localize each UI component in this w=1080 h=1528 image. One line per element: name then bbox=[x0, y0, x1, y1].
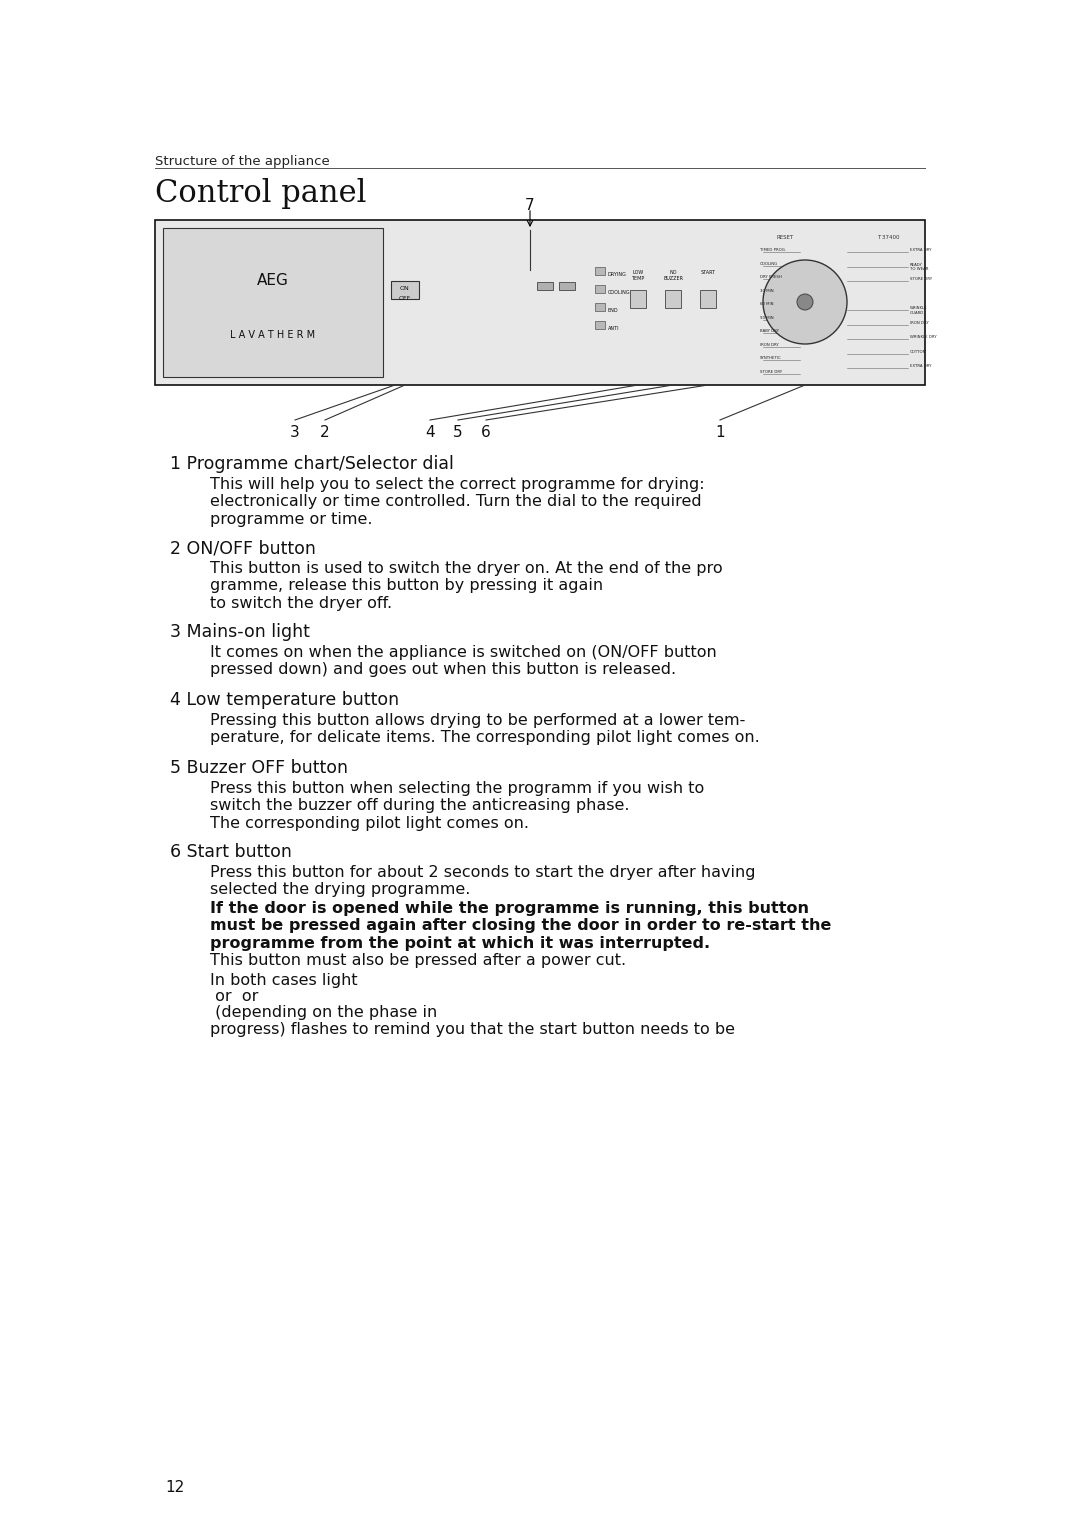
Text: EXTRA DRY: EXTRA DRY bbox=[910, 248, 931, 252]
Text: NO
BUZZER: NO BUZZER bbox=[663, 270, 683, 281]
Text: COTTON: COTTON bbox=[910, 350, 927, 353]
Text: 6: 6 bbox=[481, 425, 491, 440]
Text: STORE DRY: STORE DRY bbox=[760, 370, 782, 373]
Text: IRON DRY: IRON DRY bbox=[760, 342, 779, 347]
Bar bbox=[700, 290, 716, 309]
Bar bbox=[630, 290, 646, 309]
Text: 3 Mains-on light: 3 Mains-on light bbox=[170, 623, 310, 642]
Circle shape bbox=[762, 260, 847, 344]
Bar bbox=[595, 303, 605, 312]
Bar bbox=[559, 283, 575, 290]
Text: BABY DRY: BABY DRY bbox=[760, 329, 779, 333]
Text: 4 Low temperature button: 4 Low temperature button bbox=[170, 691, 400, 709]
Text: 90 MIN: 90 MIN bbox=[760, 315, 773, 319]
Text: or  or: or or bbox=[210, 989, 264, 1004]
Bar bbox=[537, 283, 553, 290]
Circle shape bbox=[797, 293, 813, 310]
Text: 30 MIN: 30 MIN bbox=[760, 289, 773, 292]
Bar bbox=[595, 267, 605, 275]
Text: READY
TO WEAR: READY TO WEAR bbox=[910, 263, 929, 270]
Text: DRYING: DRYING bbox=[608, 272, 626, 277]
Text: ANTI: ANTI bbox=[608, 325, 620, 330]
Bar bbox=[391, 281, 419, 299]
Text: IRON DRY: IRON DRY bbox=[910, 321, 929, 324]
Text: 2: 2 bbox=[320, 425, 329, 440]
Text: RESET: RESET bbox=[777, 235, 794, 240]
Text: 5 Buzzer OFF button: 5 Buzzer OFF button bbox=[170, 759, 348, 778]
Text: Press this button for about 2 seconds to start the dryer after having
selected t: Press this button for about 2 seconds to… bbox=[210, 865, 756, 897]
Text: LOW
TEMP: LOW TEMP bbox=[632, 270, 645, 281]
Text: (depending on the phase in
progress) flashes to remind you that the start button: (depending on the phase in progress) fla… bbox=[210, 1005, 735, 1038]
Text: 60 MIN: 60 MIN bbox=[760, 303, 773, 306]
Text: 4: 4 bbox=[426, 425, 435, 440]
Text: WRINKLE DRY: WRINKLE DRY bbox=[910, 335, 936, 339]
Text: L A V A T H E R M: L A V A T H E R M bbox=[230, 330, 315, 341]
Text: 3: 3 bbox=[291, 425, 300, 440]
Text: 7: 7 bbox=[525, 199, 535, 212]
Text: Press this button when selecting the programm if you wish to
switch the buzzer o: Press this button when selecting the pro… bbox=[210, 781, 704, 831]
Text: This button is used to switch the dryer on. At the end of the pro
gramme, releas: This button is used to switch the dryer … bbox=[210, 561, 723, 611]
Text: In both cases light: In both cases light bbox=[210, 973, 363, 989]
Text: If the door is opened while the programme is running, this button
must be presse: If the door is opened while the programm… bbox=[210, 902, 832, 950]
Text: Pressing this button allows drying to be performed at a lower tem-
perature, for: Pressing this button allows drying to be… bbox=[210, 714, 759, 746]
Text: SYNTHETIC: SYNTHETIC bbox=[760, 356, 782, 361]
Text: TIMED PROG.: TIMED PROG. bbox=[760, 248, 786, 252]
Bar bbox=[665, 290, 681, 309]
Text: 1 Programme chart/Selector dial: 1 Programme chart/Selector dial bbox=[170, 455, 454, 474]
Text: Control panel: Control panel bbox=[156, 177, 366, 209]
Text: COOLING: COOLING bbox=[760, 261, 779, 266]
Text: 1: 1 bbox=[715, 425, 725, 440]
Text: Structure of the appliance: Structure of the appliance bbox=[156, 154, 329, 168]
Text: 2 ON/OFF button: 2 ON/OFF button bbox=[170, 539, 315, 558]
Text: This button must also be pressed after a power cut.: This button must also be pressed after a… bbox=[210, 953, 626, 969]
Text: COOLING: COOLING bbox=[608, 289, 631, 295]
Text: DRY FRESH: DRY FRESH bbox=[760, 275, 782, 280]
Text: START: START bbox=[701, 270, 716, 275]
Text: It comes on when the appliance is switched on (ON/OFF button
pressed down) and g: It comes on when the appliance is switch… bbox=[210, 645, 717, 677]
FancyBboxPatch shape bbox=[156, 220, 924, 385]
Text: EXTRA DRY: EXTRA DRY bbox=[910, 364, 931, 368]
Text: This will help you to select the correct programme for drying:
electronically or: This will help you to select the correct… bbox=[210, 477, 704, 527]
Text: 6 Start button: 6 Start button bbox=[170, 843, 292, 860]
Bar bbox=[595, 286, 605, 293]
Text: 12: 12 bbox=[165, 1481, 185, 1494]
Text: T 37400: T 37400 bbox=[877, 235, 900, 240]
Text: 5: 5 bbox=[454, 425, 463, 440]
Bar bbox=[595, 321, 605, 329]
Text: OFF: OFF bbox=[399, 295, 411, 301]
Text: END: END bbox=[608, 307, 619, 313]
Text: AEG: AEG bbox=[257, 272, 289, 287]
Text: ON: ON bbox=[400, 286, 410, 290]
FancyBboxPatch shape bbox=[163, 228, 383, 377]
Text: STORE DRY: STORE DRY bbox=[910, 277, 932, 281]
Text: WRINKLE
GUARD: WRINKLE GUARD bbox=[910, 306, 928, 315]
